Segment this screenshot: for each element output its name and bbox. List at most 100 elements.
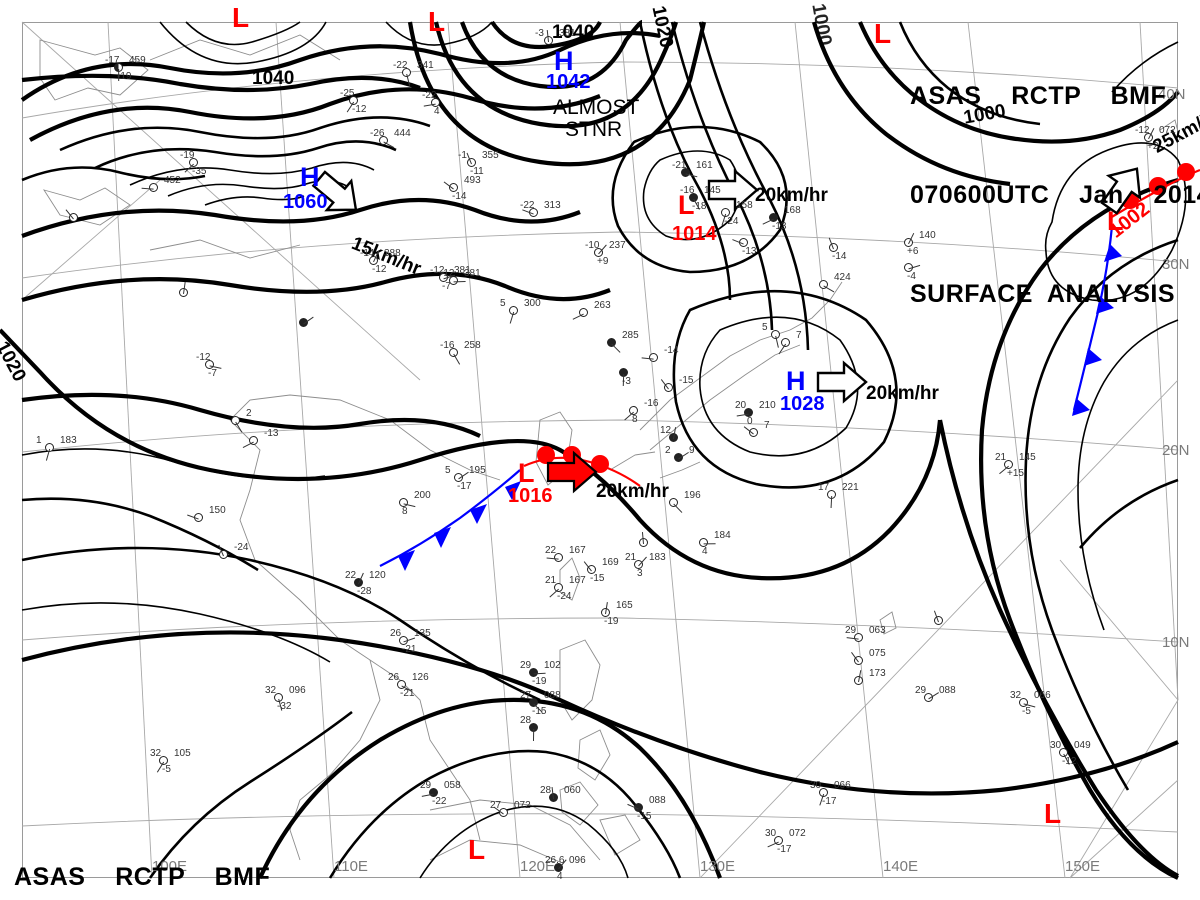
station-temperature: 32 (1010, 690, 1022, 701)
station-pressure: 150 (209, 505, 226, 516)
station-dewpoint: -7 (208, 368, 217, 379)
station-pressure: 444 (394, 128, 411, 139)
station-pressure: 221 (842, 482, 859, 493)
station-temperature: 5 (500, 298, 506, 309)
station-cloud-cover-symbol (669, 498, 678, 507)
station-dewpoint: -35 (192, 166, 207, 177)
station-cloud-cover-symbol (1004, 460, 1013, 469)
station-temperature: 28 (540, 785, 552, 796)
station-temperature: -14 (360, 248, 375, 259)
station-dewpoint: 4 (702, 546, 708, 557)
station-pressure: 088 (939, 685, 956, 696)
station-cloud-cover-symbol (721, 208, 730, 217)
station-pressure: 237 (609, 240, 626, 251)
station-cloud-cover-symbol (349, 96, 358, 105)
station-cloud-cover-symbol (205, 360, 214, 369)
station-dewpoint: -21 (400, 688, 415, 699)
station-dewpoint: -22 (432, 796, 447, 807)
header-bottom-left: ASAS RCTP BMF 070600UTC Jan 2014 SURFACE… (14, 795, 315, 900)
station-pressure: 200 (414, 490, 431, 501)
station-temperature: 30 (1050, 740, 1062, 751)
station-temperature: 29 (420, 780, 432, 791)
station-pressure: 158 (736, 200, 753, 211)
station-pressure: 145 (1019, 452, 1036, 463)
station-pressure: 7 (796, 330, 802, 341)
station-pressure: 7 (764, 420, 770, 431)
station-dewpoint: 0 (747, 416, 753, 427)
station-pressure: 105 (174, 748, 191, 759)
station-dewpoint: -14 (452, 191, 467, 202)
station-temperature: 22 (345, 570, 357, 581)
station-temperature: -12 (196, 352, 211, 363)
station-temperature: 26 (390, 628, 402, 639)
station-dewpoint: -13 (742, 246, 757, 257)
station-dewpoint: +9 (597, 256, 609, 267)
station-temperature: 21 (625, 552, 637, 563)
motion-arrow-l1014 (707, 168, 759, 212)
station-pressure: 341 (417, 60, 434, 71)
station-pressure: 167 (569, 575, 586, 586)
station-pressure: 424 (834, 272, 851, 283)
station-pressure: 196 (684, 490, 701, 501)
station-dewpoint: -15 (637, 811, 652, 822)
station-dewpoint: -12 (372, 264, 387, 275)
station-temperature: 5 (445, 465, 451, 476)
station-temperature: -12 (430, 265, 445, 276)
station-pressure: 049 (1074, 740, 1091, 751)
station-temperature: 20 (735, 400, 747, 411)
station-cloud-cover-symbol (159, 756, 168, 765)
station-pressure: 195 (469, 465, 486, 476)
station-dewpoint: -28 (357, 586, 372, 597)
station-pressure: 058 (444, 780, 461, 791)
station-cloud-cover-symbol (819, 788, 828, 797)
station-dewpoint: -13 (772, 221, 787, 232)
station-dewpoint: -3 (622, 376, 631, 387)
station-pressure: -13 (264, 428, 279, 439)
station-cloud-cover-symbol (681, 168, 690, 177)
station-pressure: 165 (616, 600, 633, 611)
station-temperature: -12 (1135, 125, 1150, 136)
header-top-line1: ASAS RCTP BMF (910, 82, 1167, 110)
station-temperature: 5 (762, 322, 768, 333)
station-cloud-cover-symbol (149, 183, 158, 192)
motion-arrow-l1016 (546, 450, 598, 494)
station-temperature: -16 (680, 185, 695, 196)
station-pressure: 126 (412, 672, 429, 683)
station-pressure: 168 (784, 205, 801, 216)
station-pressure: 072 (789, 828, 806, 839)
station-dewpoint: -24 (724, 216, 739, 227)
station-dewpoint: -18 (692, 201, 707, 212)
station-pressure: 063 (869, 625, 886, 636)
station-pressure: -24 (234, 542, 249, 553)
station-dewpoint: -19 (532, 676, 547, 687)
station-temperature: -3 (535, 28, 544, 39)
station-pressure: 493 (464, 175, 481, 186)
station-pressure: 169 (602, 557, 619, 568)
station-temperature: 29 (915, 685, 927, 696)
station-temperature: 29 (845, 625, 857, 636)
station-pressure: 381 (454, 265, 471, 276)
station-pressure: 096 (289, 685, 306, 696)
station-dewpoint: -17 (777, 844, 792, 855)
station-pressure: 072 (514, 800, 531, 811)
station-pressure: 060 (564, 785, 581, 796)
station-cloud-cover-symbol (607, 338, 616, 347)
station-temperature: -22 (393, 60, 408, 71)
station-temperature: 1 (36, 435, 42, 446)
station-temperature: -25 (340, 88, 355, 99)
station-temperature: 17 (818, 482, 830, 493)
station-temperature: -22 (520, 200, 535, 211)
station-pressure: 381 (464, 268, 481, 279)
station-pressure: 120 (369, 570, 386, 581)
station-temperature: -26 (370, 128, 385, 139)
station-dewpoint: 4 (557, 871, 563, 882)
motion-arrow-h1060 (311, 170, 358, 212)
station-dewpoint: +2 (1147, 141, 1159, 152)
station-cloud-cover-symbol (769, 213, 778, 222)
station-pressure: -16 (644, 398, 659, 409)
station-pressure: 263 (594, 300, 611, 311)
station-pressure: 088 (544, 690, 561, 701)
